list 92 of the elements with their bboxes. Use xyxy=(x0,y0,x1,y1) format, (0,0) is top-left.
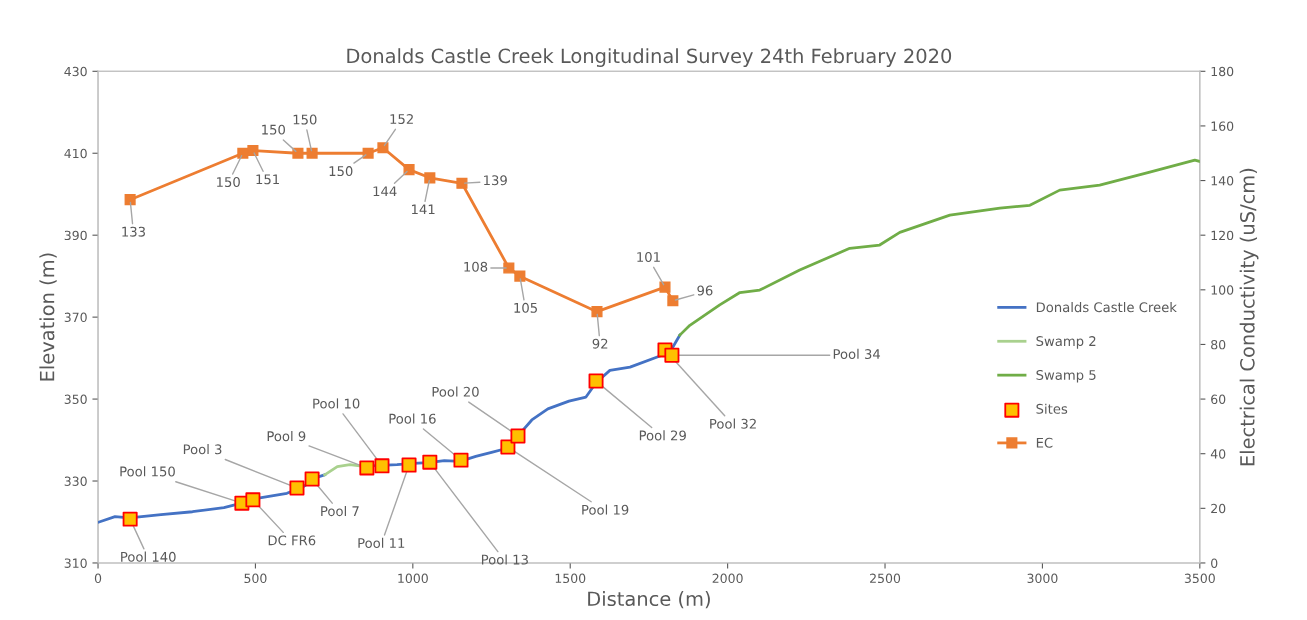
y-tick-label: 350 xyxy=(64,394,87,404)
annotation: Pool 11 xyxy=(358,537,405,549)
x-tick-label: 0 xyxy=(94,573,102,584)
point xyxy=(591,306,603,318)
point xyxy=(245,492,261,508)
x-tick-label: 3000 xyxy=(1027,573,1058,584)
annotation: Pool 3 xyxy=(183,444,222,455)
y2-tick-label: 120 xyxy=(1211,230,1234,241)
point xyxy=(247,144,259,157)
point xyxy=(122,511,138,527)
legend-label: Sites xyxy=(1036,403,1068,414)
data-label: 139 xyxy=(484,175,507,186)
point xyxy=(359,460,375,476)
y2-tick-label: 160 xyxy=(1211,121,1234,131)
data-label: 101 xyxy=(637,251,660,262)
line-series xyxy=(678,158,1200,337)
y2-tick-label: 20 xyxy=(1211,503,1226,514)
annotation: Pool 32 xyxy=(710,418,756,429)
point xyxy=(664,347,680,363)
data-label: 144 xyxy=(373,186,397,197)
data-label: 105 xyxy=(514,302,537,313)
point xyxy=(514,270,526,282)
annotation: Pool 16 xyxy=(389,413,436,424)
point xyxy=(503,262,515,274)
point xyxy=(304,471,320,487)
legend-label: Swamp 2 xyxy=(1036,336,1096,349)
y2-tick-label: 40 xyxy=(1210,449,1226,459)
data-label: 152 xyxy=(390,114,413,125)
y2-tick-label: 140 xyxy=(1211,176,1234,186)
data-label: 150 xyxy=(262,124,285,135)
point xyxy=(292,147,304,159)
point xyxy=(377,142,389,154)
annotation: Pool 29 xyxy=(639,430,686,441)
point xyxy=(424,172,436,184)
annotation: Pool 20 xyxy=(432,386,479,397)
point xyxy=(659,281,671,293)
y-tick-label: 330 xyxy=(64,476,87,486)
data-label: 150 xyxy=(217,177,240,188)
y2-tick-label: 180 xyxy=(1211,66,1234,77)
point xyxy=(403,164,415,176)
x-tick-label: 1000 xyxy=(398,573,428,584)
point xyxy=(422,454,438,470)
annotation: Pool 19 xyxy=(582,504,629,515)
annotation: DC FR6 xyxy=(268,535,316,546)
point xyxy=(401,457,417,473)
y2-tick-label: 0 xyxy=(1211,558,1218,568)
annotation: Pool 140 xyxy=(121,551,176,562)
data-label: 141 xyxy=(412,204,435,215)
x-tick-label: 3500 xyxy=(1184,573,1215,584)
data-label: 151 xyxy=(256,174,279,185)
point xyxy=(289,480,305,496)
x-tick-label: 1500 xyxy=(555,573,586,584)
point xyxy=(588,373,604,389)
y2-tick-label: 60 xyxy=(1211,394,1226,404)
point xyxy=(500,439,516,455)
annotation: Pool 150 xyxy=(120,466,175,477)
y2-tick-label: 100 xyxy=(1211,285,1234,295)
y-tick-label: 410 xyxy=(64,148,87,159)
legend-label: EC xyxy=(1036,437,1053,448)
y-tick-label: 370 xyxy=(64,312,87,323)
point xyxy=(124,194,136,206)
point xyxy=(374,458,390,474)
point xyxy=(362,147,374,159)
annotation: Pool 9 xyxy=(267,430,306,442)
legend-label: Swamp 5 xyxy=(1036,369,1096,383)
chart-title: Donalds Castle Creek Longitudinal Survey 24th February 2020 xyxy=(347,48,952,68)
x-tick-label: 2500 xyxy=(870,573,901,584)
y-tick-label: 390 xyxy=(64,230,87,241)
data-label: 96 xyxy=(697,285,713,296)
annotation: Pool 10 xyxy=(313,398,360,409)
legend-label: Donalds Castle Creek xyxy=(1036,301,1177,313)
annotation: Pool 13 xyxy=(481,554,528,565)
y2-axis-title: Electrical Conductivity (uS/cm) xyxy=(1239,168,1259,466)
annotation: Pool 34 xyxy=(833,348,881,360)
point xyxy=(453,452,469,468)
data-label: 92 xyxy=(592,338,608,349)
data-label: 133 xyxy=(122,226,145,237)
point xyxy=(667,295,679,307)
annotation: Pool 7 xyxy=(321,505,359,517)
point xyxy=(510,428,526,444)
data-label: 150 xyxy=(329,166,353,177)
y2-tick-label: 80 xyxy=(1211,339,1226,350)
x-tick-label: 500 xyxy=(244,573,267,584)
x-axis-title: Distance (m) xyxy=(588,591,710,609)
x-tick-label: 2000 xyxy=(712,573,743,584)
y-axis-title: Elevation (m) xyxy=(39,253,57,381)
point xyxy=(456,177,468,189)
y-tick-label: 430 xyxy=(64,66,87,77)
point xyxy=(306,147,318,159)
y-tick-label: 310 xyxy=(64,558,87,568)
data-label: 150 xyxy=(293,114,317,125)
data-label: 108 xyxy=(464,261,488,272)
